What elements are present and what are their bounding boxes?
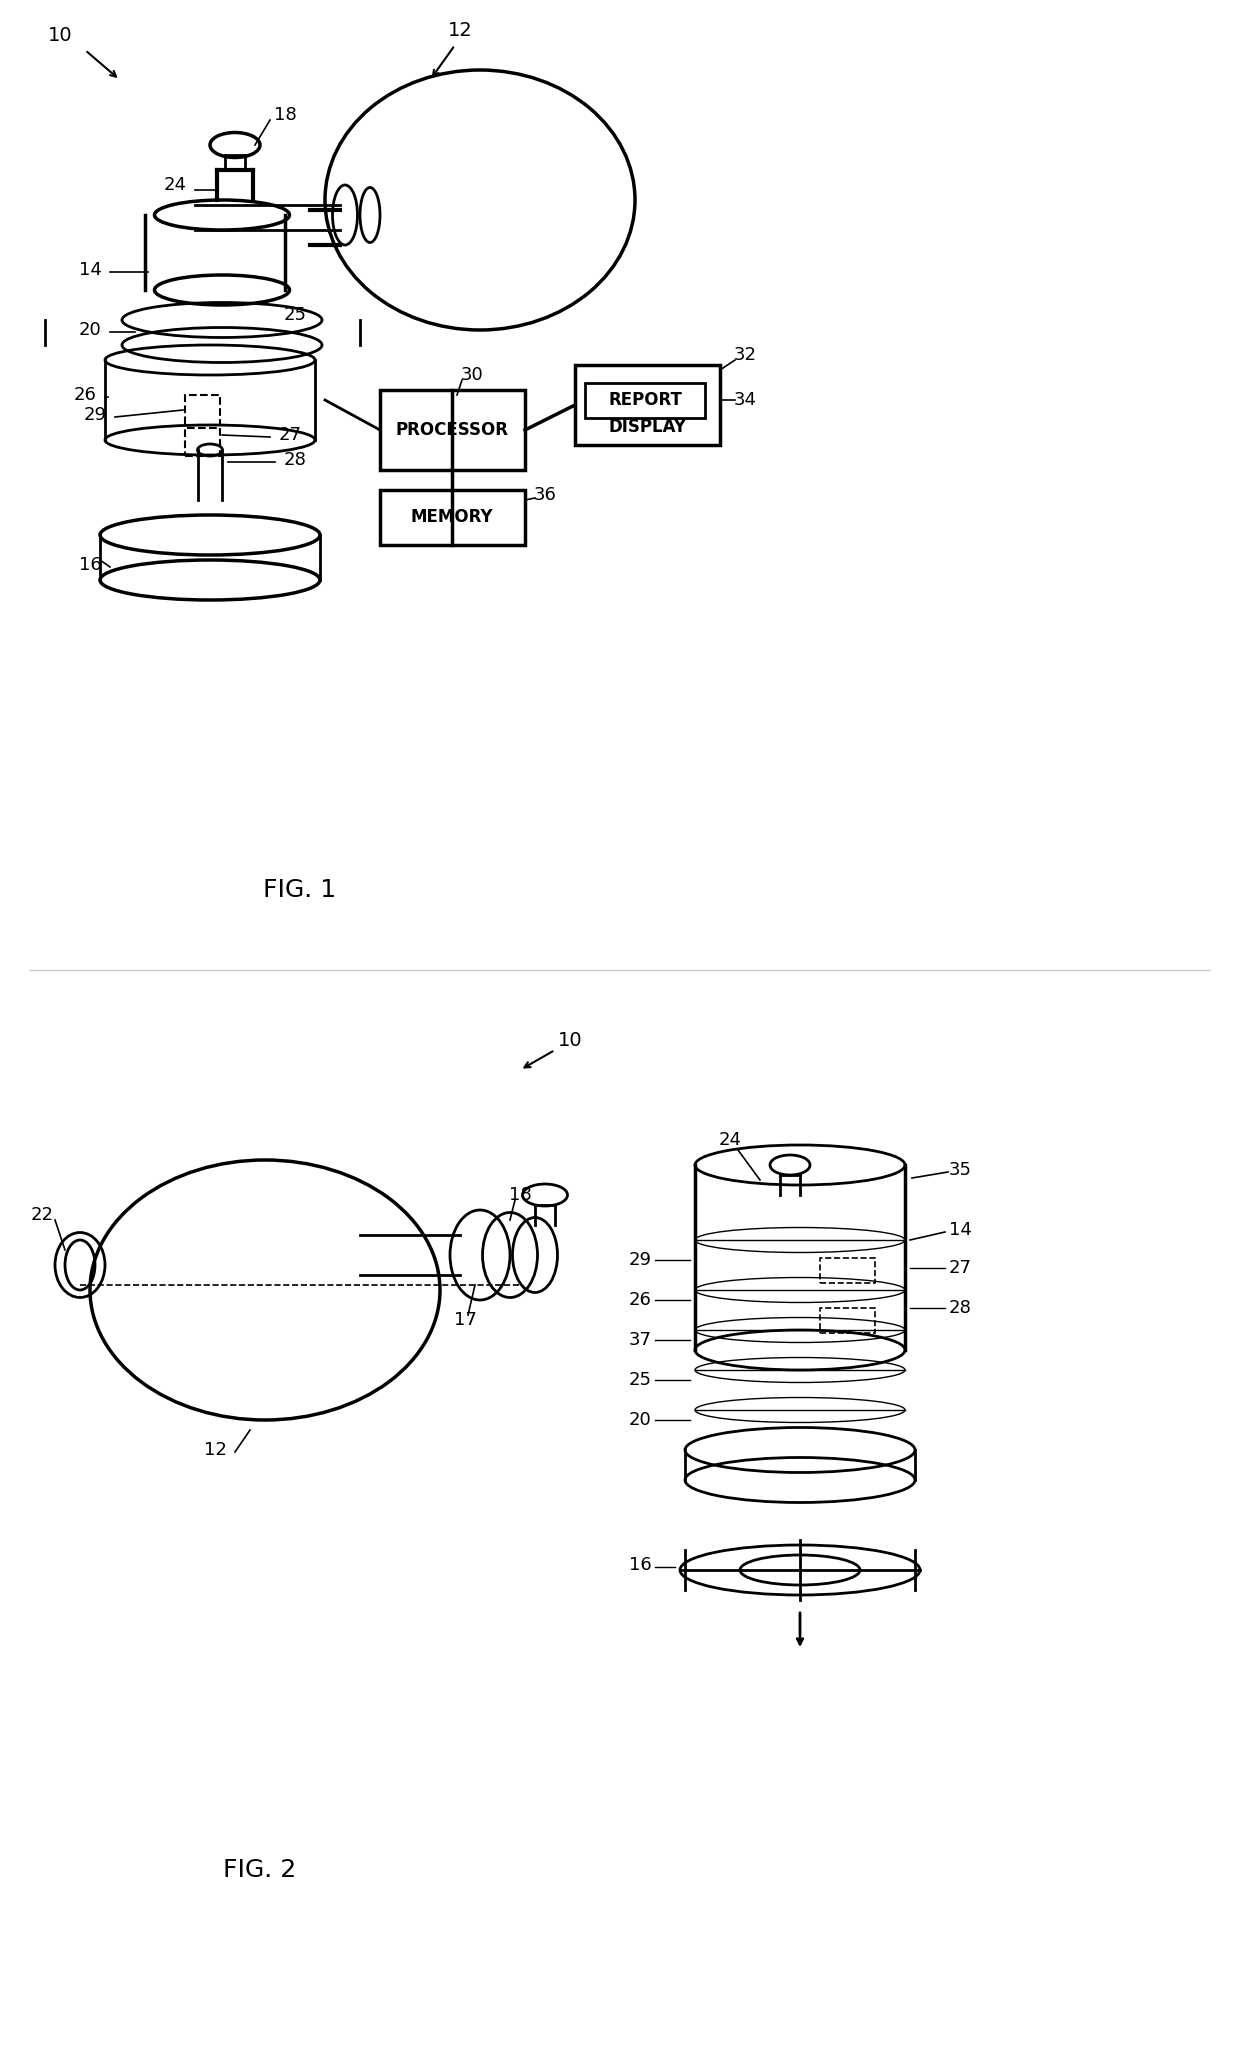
Text: 36: 36 bbox=[533, 487, 557, 503]
Text: 22: 22 bbox=[31, 1207, 53, 1225]
Text: 29: 29 bbox=[629, 1252, 651, 1270]
Text: 16: 16 bbox=[78, 556, 102, 575]
Text: 25: 25 bbox=[629, 1370, 651, 1389]
Text: FIG. 1: FIG. 1 bbox=[263, 877, 336, 902]
Text: 20: 20 bbox=[629, 1411, 651, 1429]
Text: 20: 20 bbox=[78, 321, 102, 339]
Text: 30: 30 bbox=[460, 366, 484, 384]
Bar bbox=[820, 1258, 875, 1282]
Text: 17: 17 bbox=[454, 1311, 476, 1329]
Bar bbox=[379, 491, 525, 546]
Text: PROCESSOR: PROCESSOR bbox=[396, 421, 508, 440]
Bar bbox=[585, 382, 706, 417]
Text: 27: 27 bbox=[279, 425, 301, 444]
Text: 34: 34 bbox=[734, 391, 756, 409]
Text: 35: 35 bbox=[949, 1162, 971, 1180]
Text: 14: 14 bbox=[949, 1221, 971, 1239]
Bar bbox=[185, 427, 219, 456]
Text: 10: 10 bbox=[558, 1031, 583, 1049]
Text: 27: 27 bbox=[949, 1260, 971, 1276]
Bar bbox=[820, 1309, 875, 1333]
Text: FIG. 2: FIG. 2 bbox=[223, 1859, 296, 1881]
Text: 28: 28 bbox=[284, 452, 306, 468]
Text: 12: 12 bbox=[203, 1442, 227, 1458]
Text: MEMORY: MEMORY bbox=[410, 507, 494, 526]
Bar bbox=[575, 364, 720, 446]
Bar bbox=[185, 395, 219, 425]
Text: DISPLAY: DISPLAY bbox=[608, 417, 686, 436]
Text: 16: 16 bbox=[629, 1556, 651, 1575]
Text: 24: 24 bbox=[164, 176, 186, 194]
Text: 32: 32 bbox=[734, 346, 756, 364]
Text: 18: 18 bbox=[508, 1186, 532, 1205]
Text: 18: 18 bbox=[274, 106, 296, 125]
Text: 12: 12 bbox=[448, 20, 472, 39]
Text: 37: 37 bbox=[629, 1331, 651, 1350]
Text: 28: 28 bbox=[949, 1299, 971, 1317]
Text: REPORT: REPORT bbox=[608, 391, 682, 409]
Text: 25: 25 bbox=[284, 307, 306, 323]
Text: 26: 26 bbox=[629, 1290, 651, 1309]
Text: 24: 24 bbox=[718, 1131, 742, 1149]
Text: 10: 10 bbox=[47, 25, 72, 45]
Text: 26: 26 bbox=[73, 387, 97, 405]
Text: 14: 14 bbox=[78, 262, 102, 278]
Bar bbox=[379, 391, 525, 470]
Text: 29: 29 bbox=[83, 407, 107, 423]
